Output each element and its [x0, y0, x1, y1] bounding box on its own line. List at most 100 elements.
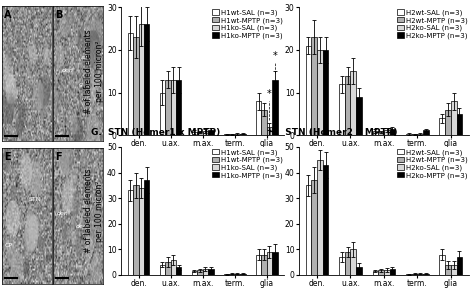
Bar: [390, 129, 395, 135]
Bar: [423, 130, 429, 135]
Bar: [439, 118, 445, 135]
Bar: [378, 132, 384, 135]
Text: G.  STN (Homer1 x MPTP): G. STN (Homer1 x MPTP): [91, 128, 221, 137]
Bar: [240, 134, 246, 135]
Bar: [256, 255, 261, 275]
Bar: [138, 188, 144, 275]
Bar: [261, 110, 267, 135]
Bar: [197, 270, 202, 275]
Bar: [384, 270, 390, 275]
Bar: [176, 267, 182, 275]
Bar: [350, 71, 356, 135]
Bar: [311, 180, 317, 275]
Bar: [418, 274, 423, 275]
Bar: [176, 80, 182, 135]
Text: ax: ax: [81, 55, 88, 60]
Bar: [456, 257, 462, 275]
Bar: [171, 260, 176, 275]
Bar: [197, 132, 202, 135]
Bar: [390, 269, 395, 275]
Bar: [323, 165, 328, 275]
Legend: H1wt-SAL (n=3), H1wt-MPTP (n=3), H1ko-SAL (n=3), H1ko-MPTP (n=3): H1wt-SAL (n=3), H1wt-MPTP (n=3), H1ko-SA…: [212, 10, 283, 39]
Legend: H2wt-SAL (n=3), H2wt-MPTP (n=3), H2ko-SAL (n=3), H2ko-MPTP (n=3): H2wt-SAL (n=3), H2wt-MPTP (n=3), H2ko-SA…: [397, 149, 467, 179]
Bar: [323, 50, 328, 135]
Bar: [412, 134, 418, 135]
Bar: [350, 249, 356, 275]
Bar: [306, 185, 311, 275]
Bar: [224, 134, 229, 135]
Text: g: g: [79, 82, 83, 87]
Bar: [373, 131, 378, 135]
Bar: [356, 97, 362, 135]
Bar: [439, 255, 445, 275]
Bar: [133, 37, 138, 135]
Bar: [240, 274, 246, 275]
Text: F: F: [55, 152, 62, 162]
Bar: [261, 255, 267, 275]
Bar: [202, 131, 208, 135]
Bar: [235, 274, 240, 275]
Text: *: *: [267, 89, 272, 99]
Bar: [272, 80, 278, 135]
Text: B: B: [55, 10, 63, 20]
Bar: [272, 252, 278, 275]
Bar: [339, 84, 345, 135]
Bar: [144, 180, 149, 275]
Legend: H1wt-SAL (n=3), H1wt-MPTP (n=3), H1ko-SAL (n=3), H1ko-MPTP (n=3): H1wt-SAL (n=3), H1wt-MPTP (n=3), H1ko-SA…: [212, 149, 283, 179]
Bar: [317, 50, 323, 135]
Bar: [445, 110, 451, 135]
Bar: [208, 130, 213, 135]
Bar: [160, 93, 165, 135]
Y-axis label: # of labeled elements
per 100 micron²: # of labeled elements per 100 micron²: [84, 29, 104, 113]
Bar: [378, 270, 384, 275]
Bar: [171, 80, 176, 135]
Text: H.  STN (Homer2 x MPTP): H. STN (Homer2 x MPTP): [268, 128, 397, 137]
Bar: [133, 185, 138, 275]
Bar: [128, 191, 133, 275]
Bar: [456, 114, 462, 135]
Bar: [256, 101, 261, 135]
Bar: [384, 130, 390, 135]
Y-axis label: # of labeled elements
per 100 micron²: # of labeled elements per 100 micron²: [84, 169, 104, 253]
Bar: [138, 24, 144, 135]
Text: den: den: [57, 211, 69, 216]
Bar: [229, 274, 235, 275]
Bar: [423, 274, 429, 275]
Bar: [451, 265, 456, 275]
Bar: [224, 274, 229, 275]
Text: CP: CP: [5, 243, 13, 248]
Bar: [191, 271, 197, 275]
Bar: [202, 269, 208, 275]
Bar: [191, 132, 197, 135]
Bar: [267, 252, 272, 275]
Bar: [345, 76, 350, 135]
Text: STN: STN: [28, 197, 41, 202]
Bar: [445, 265, 451, 275]
Bar: [128, 33, 133, 135]
Bar: [406, 134, 412, 135]
Bar: [418, 134, 423, 135]
Bar: [267, 127, 272, 135]
Bar: [412, 274, 418, 275]
Bar: [229, 134, 235, 135]
Bar: [406, 274, 412, 275]
Bar: [311, 37, 317, 135]
Bar: [451, 101, 456, 135]
Bar: [306, 46, 311, 135]
Bar: [208, 269, 213, 275]
Bar: [373, 271, 378, 275]
Text: *: *: [273, 51, 277, 61]
Text: E: E: [4, 152, 11, 162]
Text: A: A: [4, 10, 12, 20]
Bar: [345, 252, 350, 275]
Bar: [144, 24, 149, 135]
Bar: [356, 267, 362, 275]
Bar: [165, 262, 171, 275]
Legend: H2wt-SAL (n=3), H2wt-MPTP (n=3), H2ko-SAL (n=3), H2ko-MPTP (n=3): H2wt-SAL (n=3), H2wt-MPTP (n=3), H2ko-SA…: [397, 10, 467, 39]
Bar: [165, 80, 171, 135]
Text: den: den: [75, 224, 87, 229]
Bar: [317, 160, 323, 275]
Bar: [235, 134, 240, 135]
Text: den: den: [62, 68, 74, 73]
Bar: [160, 265, 165, 275]
